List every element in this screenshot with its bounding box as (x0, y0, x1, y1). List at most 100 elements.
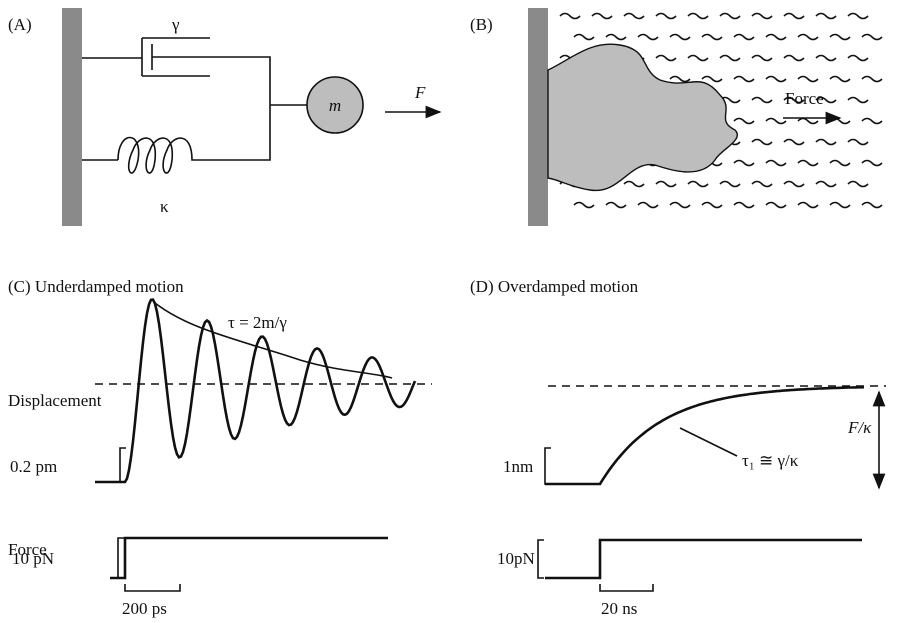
wave (719, 12, 741, 20)
wave (733, 75, 755, 83)
mass-label: m (329, 96, 341, 115)
wave (701, 75, 723, 83)
panel-b: (B) Force (470, 8, 883, 226)
wave (733, 33, 755, 41)
wave (605, 201, 627, 209)
wave (815, 54, 837, 62)
wave (847, 138, 869, 146)
panel-c: (C) Underdamped motion τ = 2m/γ Displace… (8, 277, 432, 618)
wave (847, 54, 869, 62)
wave (605, 33, 627, 41)
wave (637, 201, 659, 209)
wave (861, 33, 883, 41)
wave (861, 75, 883, 83)
wave (829, 33, 851, 41)
panel-label: (B) (470, 15, 493, 34)
wave (765, 159, 787, 167)
wave (861, 201, 883, 209)
wave (733, 117, 755, 125)
wave (815, 12, 837, 20)
force-label: Force (8, 540, 47, 559)
time-scale: 20 ns (601, 599, 637, 618)
panel-label: (D) Overdamped motion (470, 277, 639, 296)
wave (847, 180, 869, 188)
scale-bracket (117, 537, 124, 579)
wave (765, 33, 787, 41)
wave (719, 54, 741, 62)
panel-a: (A) γ m F κ (8, 8, 442, 226)
wall (528, 8, 548, 226)
panel-label: (C) Underdamped motion (8, 277, 184, 296)
force-step (545, 538, 862, 580)
wave (623, 12, 645, 20)
wave (637, 33, 659, 41)
wave (701, 201, 723, 209)
wave (847, 12, 869, 20)
wave (733, 201, 755, 209)
wave (751, 180, 773, 188)
wave (765, 201, 787, 209)
scale-bracket (544, 447, 551, 485)
wall (62, 8, 82, 226)
wave (783, 54, 805, 62)
wave (829, 75, 851, 83)
wave (783, 138, 805, 146)
wave (829, 201, 851, 209)
wave (783, 180, 805, 188)
wave (847, 96, 869, 104)
wave (733, 159, 755, 167)
wave (687, 12, 709, 20)
linkage (82, 37, 307, 161)
displacement-label: Displacement (8, 391, 102, 410)
wave (687, 54, 709, 62)
kappa-label: κ (160, 197, 169, 216)
displacement-scale: 1nm (503, 457, 533, 476)
wave (815, 180, 837, 188)
mass (306, 76, 364, 134)
wave (829, 117, 851, 125)
wave (655, 180, 677, 188)
wave (573, 201, 595, 209)
wave (655, 54, 677, 62)
wave (623, 180, 645, 188)
force-label: F (414, 83, 426, 102)
panel-d: (D) Overdamped motion τ₁ ≅ γ/κ F/κ 1nm 1… (470, 277, 886, 618)
time-bar (599, 584, 654, 592)
wave (669, 201, 691, 209)
force-scale: 10pN (497, 549, 535, 568)
wave (765, 117, 787, 125)
wave (797, 33, 819, 41)
wave (815, 138, 837, 146)
wave (669, 33, 691, 41)
wave (751, 12, 773, 20)
wave (751, 138, 773, 146)
wave (797, 201, 819, 209)
wave (797, 159, 819, 167)
wave (669, 75, 691, 83)
leader-line (679, 427, 738, 457)
displacement-scale: 0.2 pm (10, 457, 57, 476)
wave (751, 54, 773, 62)
time-scale: 200 ps (122, 599, 167, 618)
wave (591, 12, 613, 20)
scale-bracket (119, 447, 126, 483)
wave (751, 96, 773, 104)
wave (719, 180, 741, 188)
wave (655, 12, 677, 20)
scale-bracket (537, 539, 544, 579)
wave (701, 33, 723, 41)
wave (861, 159, 883, 167)
time-bar (124, 584, 181, 592)
wave (559, 12, 581, 20)
offset-label: F/κ (847, 418, 872, 437)
force-scale: 10 pN (12, 549, 54, 568)
particle (547, 43, 738, 192)
envelope (154, 302, 393, 379)
wave (797, 117, 819, 125)
displacement-curve (545, 385, 865, 486)
force-label: Force (785, 89, 824, 108)
wave (797, 75, 819, 83)
wave (783, 12, 805, 20)
wave (765, 75, 787, 83)
